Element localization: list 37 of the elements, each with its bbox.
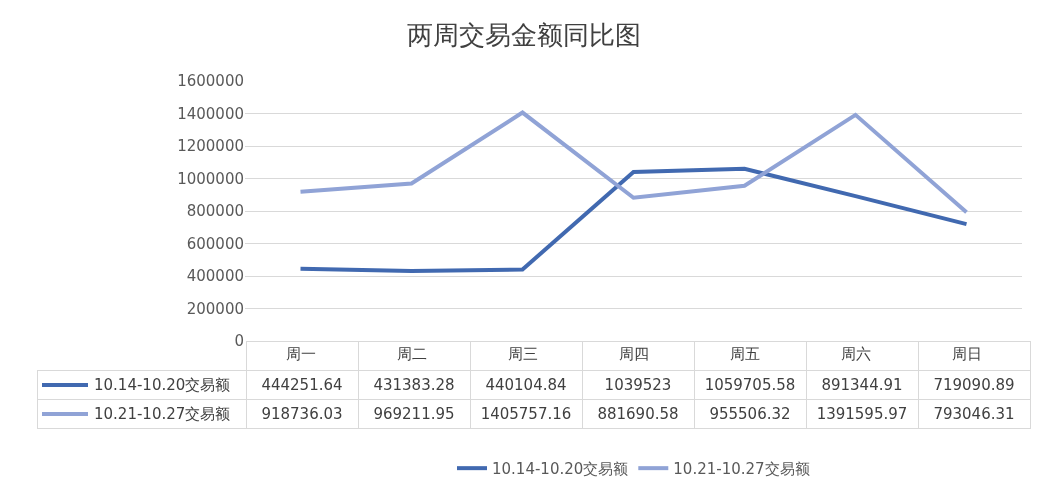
data-label: 444251.64 xyxy=(246,370,358,400)
data-label: 431383.28 xyxy=(358,370,470,400)
data-label: 1391595.97 xyxy=(806,399,918,429)
y-tick-label: 600000 xyxy=(186,234,244,253)
y-tick-label: 200000 xyxy=(186,299,244,318)
y-tick-label: 1200000 xyxy=(177,137,244,156)
data-label: 440104.84 xyxy=(470,370,582,400)
x-tick-label: 周六 xyxy=(840,345,871,363)
y-tick-label: 0 xyxy=(234,332,244,351)
x-tick-label: 周日 xyxy=(951,345,982,363)
x-tick-label: 周一 xyxy=(285,345,316,363)
y-tick-label: 800000 xyxy=(186,202,244,221)
text: 10.21-10.27交易额 xyxy=(673,460,810,478)
data-label: 969211.95 xyxy=(358,399,470,429)
legend-label: 10.21-10.27交易额 xyxy=(94,404,231,423)
x-tick-label: 周四 xyxy=(618,345,649,363)
line-series xyxy=(298,166,969,273)
x-tick-label: 周二 xyxy=(396,345,427,363)
chart-title: 两周交易金额同比图 xyxy=(406,20,641,51)
data-label: 1405757.16 xyxy=(470,399,582,429)
line-series xyxy=(298,110,969,215)
x-tick-label: 周三 xyxy=(507,345,538,363)
data-label: 793046.31 xyxy=(918,399,1030,429)
y-tick-label: 1000000 xyxy=(177,169,244,188)
text: 10.14-10.20交易额 xyxy=(492,460,629,478)
data-label: 881690.58 xyxy=(582,399,694,429)
data-label: 918736.03 xyxy=(246,399,358,429)
legend-label: 10.14-10.20交易额 xyxy=(94,375,231,394)
x-tick-label: 周五 xyxy=(729,345,760,363)
data-label: 719090.89 xyxy=(918,370,1030,400)
data-label: 955506.32 xyxy=(694,399,806,429)
data-label: 1059705.58 xyxy=(694,370,806,400)
y-tick-label: 1600000 xyxy=(177,72,244,91)
data-label: 1039523 xyxy=(582,370,694,400)
y-tick-label: 400000 xyxy=(186,267,244,286)
y-tick-label: 1400000 xyxy=(177,104,244,123)
data-label: 891344.91 xyxy=(806,370,918,400)
